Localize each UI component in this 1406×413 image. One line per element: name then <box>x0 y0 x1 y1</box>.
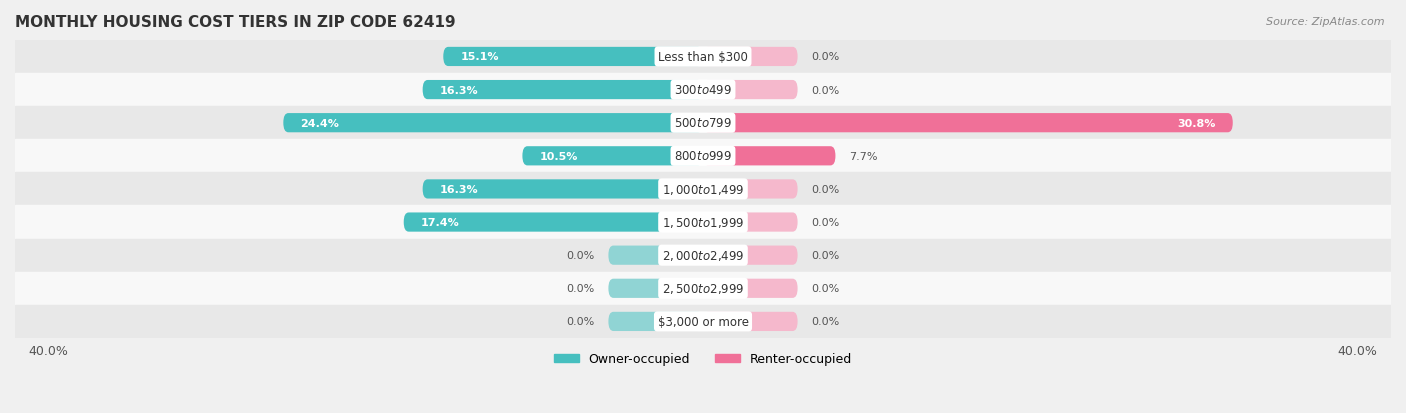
Text: 0.0%: 0.0% <box>811 317 839 327</box>
FancyBboxPatch shape <box>703 81 797 100</box>
FancyBboxPatch shape <box>443 48 703 67</box>
FancyBboxPatch shape <box>609 279 703 298</box>
Text: MONTHLY HOUSING COST TIERS IN ZIP CODE 62419: MONTHLY HOUSING COST TIERS IN ZIP CODE 6… <box>15 15 456 30</box>
Text: 0.0%: 0.0% <box>567 251 595 261</box>
Bar <box>15 41 1391 74</box>
Text: 0.0%: 0.0% <box>811 52 839 62</box>
Bar <box>15 173 1391 206</box>
Text: 15.1%: 15.1% <box>461 52 499 62</box>
Text: 7.7%: 7.7% <box>849 152 877 161</box>
Bar <box>15 239 1391 272</box>
Legend: Owner-occupied, Renter-occupied: Owner-occupied, Renter-occupied <box>548 348 858 370</box>
FancyBboxPatch shape <box>703 114 1233 133</box>
Bar <box>15 74 1391 107</box>
FancyBboxPatch shape <box>703 279 797 298</box>
Text: 10.5%: 10.5% <box>540 152 578 161</box>
FancyBboxPatch shape <box>703 246 797 265</box>
Text: 40.0%: 40.0% <box>28 344 69 357</box>
FancyBboxPatch shape <box>703 48 797 67</box>
Text: 0.0%: 0.0% <box>811 218 839 228</box>
Text: Source: ZipAtlas.com: Source: ZipAtlas.com <box>1267 17 1385 26</box>
FancyBboxPatch shape <box>609 312 703 331</box>
FancyBboxPatch shape <box>703 213 797 232</box>
FancyBboxPatch shape <box>423 180 703 199</box>
Text: $2,000 to $2,499: $2,000 to $2,499 <box>662 249 744 263</box>
Text: $500 to $799: $500 to $799 <box>673 117 733 130</box>
Text: 16.3%: 16.3% <box>440 85 478 95</box>
Text: $300 to $499: $300 to $499 <box>673 84 733 97</box>
Text: 16.3%: 16.3% <box>440 185 478 195</box>
Text: $800 to $999: $800 to $999 <box>673 150 733 163</box>
Text: 0.0%: 0.0% <box>811 185 839 195</box>
Text: $1,000 to $1,499: $1,000 to $1,499 <box>662 183 744 197</box>
Text: 30.8%: 30.8% <box>1177 119 1216 128</box>
FancyBboxPatch shape <box>404 213 703 232</box>
Text: 0.0%: 0.0% <box>567 317 595 327</box>
Text: $1,500 to $1,999: $1,500 to $1,999 <box>662 216 744 230</box>
FancyBboxPatch shape <box>423 81 703 100</box>
FancyBboxPatch shape <box>523 147 703 166</box>
Text: 0.0%: 0.0% <box>811 284 839 294</box>
FancyBboxPatch shape <box>284 114 703 133</box>
Bar <box>15 107 1391 140</box>
Text: 0.0%: 0.0% <box>811 85 839 95</box>
FancyBboxPatch shape <box>703 147 835 166</box>
FancyBboxPatch shape <box>703 180 797 199</box>
Text: $2,500 to $2,999: $2,500 to $2,999 <box>662 282 744 296</box>
Text: 40.0%: 40.0% <box>1337 344 1378 357</box>
Bar <box>15 140 1391 173</box>
Text: 0.0%: 0.0% <box>811 251 839 261</box>
FancyBboxPatch shape <box>703 312 797 331</box>
Text: 24.4%: 24.4% <box>301 119 339 128</box>
Text: Less than $300: Less than $300 <box>658 51 748 64</box>
Bar <box>15 305 1391 338</box>
FancyBboxPatch shape <box>609 246 703 265</box>
Text: 17.4%: 17.4% <box>420 218 460 228</box>
Text: $3,000 or more: $3,000 or more <box>658 315 748 328</box>
Bar <box>15 272 1391 305</box>
Bar <box>15 206 1391 239</box>
Text: 0.0%: 0.0% <box>567 284 595 294</box>
